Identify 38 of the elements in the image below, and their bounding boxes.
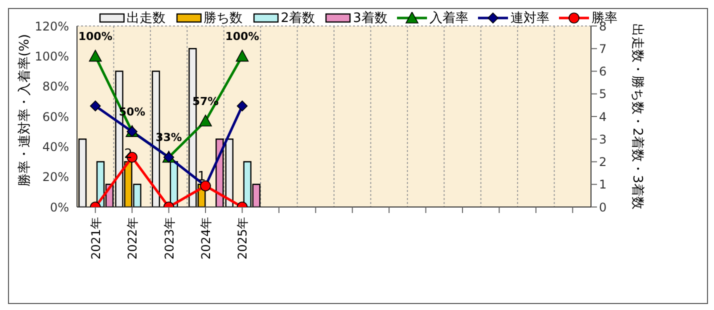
legend-label: 2着数	[280, 10, 315, 27]
point	[90, 100, 101, 112]
y-tick-label: 40%	[42, 140, 69, 154]
y2-axis-title: 出走数・勝ち数・2着数・3着数	[630, 24, 646, 210]
data-label: 100%	[78, 30, 112, 44]
y-tick-label: 60%	[42, 110, 69, 124]
x-tick-label: 2021年	[88, 217, 103, 260]
x-tick-label: 2024年	[199, 217, 214, 260]
y2-tick-label: 6	[599, 64, 607, 79]
y2-tick-label: 7	[599, 42, 607, 56]
y2-tick-label: 1	[599, 178, 607, 192]
y2-tick-label: 5	[599, 87, 607, 102]
bar	[78, 138, 87, 207]
point	[199, 114, 212, 126]
data-label: 1	[198, 169, 206, 184]
bar	[225, 138, 234, 207]
point	[236, 50, 249, 62]
y2-tick-label: 3	[599, 132, 607, 146]
x-tick-label: 2023年	[162, 217, 176, 260]
point	[236, 100, 248, 112]
y-tick-label: 120%	[34, 19, 69, 34]
x-tick-label: 2025年	[236, 217, 250, 260]
legend-label: 3着数	[353, 10, 388, 27]
y-axis-title: 勝率・連対率・入着率(%)	[16, 34, 33, 186]
y-tick-label: 0%	[50, 200, 69, 214]
y-tick-label: 80%	[42, 80, 69, 94]
legend-label: 出走数	[126, 10, 166, 27]
y2-tick-label: 4	[599, 110, 607, 124]
y2-tick-label: 0	[599, 200, 607, 214]
legend-label: 勝ち数	[204, 10, 243, 27]
data-label: 100%	[225, 30, 260, 44]
x-tick-label: 2022年	[126, 217, 140, 260]
legend-label: 入着率	[429, 10, 468, 27]
legend-label: 連対率	[510, 10, 550, 27]
y-tick-label: 20%	[42, 170, 69, 184]
y2-tick-label: 2	[599, 155, 607, 170]
y-tick-label: 100%	[34, 49, 69, 64]
point	[88, 50, 102, 62]
